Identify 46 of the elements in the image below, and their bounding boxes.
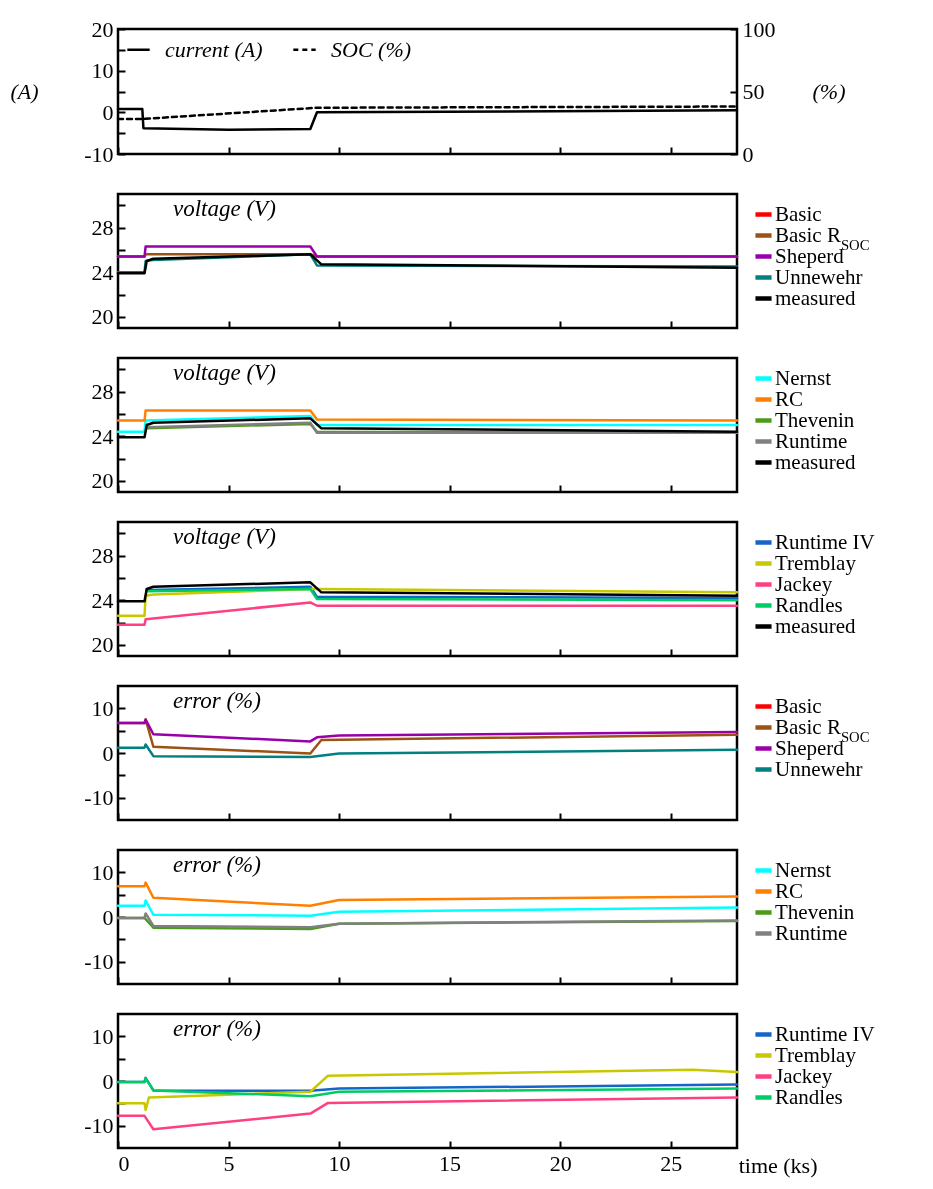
annotation: error (%) bbox=[173, 852, 261, 877]
legend-label: Basic bbox=[775, 693, 822, 718]
y2-tick-label: 50 bbox=[742, 79, 765, 104]
y-tick-label: 10 bbox=[91, 695, 114, 721]
y-tick-label: 0 bbox=[102, 99, 114, 125]
y2-tick-label: 0 bbox=[742, 141, 754, 167]
y-tick-label: 0 bbox=[102, 740, 114, 766]
y-tick-label: 28 bbox=[91, 543, 114, 568]
y-tick-label: 20 bbox=[91, 632, 114, 658]
annotation: error (%) bbox=[173, 688, 261, 713]
legend-label: measured bbox=[775, 613, 856, 638]
x-tick-label: 15 bbox=[439, 1150, 462, 1176]
y-tick-label: 10 bbox=[91, 859, 114, 885]
x-tick-label: 10 bbox=[328, 1150, 351, 1176]
x-tick-label: 5 bbox=[223, 1150, 235, 1176]
legend-label: current (A) bbox=[165, 36, 263, 62]
legend-label: measured bbox=[775, 285, 856, 310]
x-axis-title: time (ks) bbox=[738, 1152, 818, 1178]
y-tick-label: 24 bbox=[91, 259, 114, 285]
y-tick-label: -10 bbox=[84, 1113, 114, 1139]
y-tick-label: -10 bbox=[84, 141, 114, 167]
annotation: voltage (V) bbox=[173, 524, 276, 549]
annotation: voltage (V) bbox=[173, 360, 276, 385]
y-tick-label: 20 bbox=[91, 16, 114, 42]
y-tick-label: -10 bbox=[84, 785, 114, 811]
y-axis-title: (A) bbox=[10, 79, 39, 104]
x-tick-label: 20 bbox=[549, 1150, 572, 1176]
y-tick-label: 28 bbox=[91, 379, 114, 404]
y-tick-label: 24 bbox=[91, 587, 114, 613]
annotation: voltage (V) bbox=[173, 196, 276, 221]
y-tick-label: 20 bbox=[91, 304, 114, 330]
y-tick-label: 0 bbox=[102, 1068, 114, 1094]
y-tick-label: 10 bbox=[91, 58, 114, 84]
x-tick-label: 25 bbox=[660, 1150, 683, 1176]
y-tick-label: 0 bbox=[102, 904, 114, 930]
x-tick-label: 0 bbox=[118, 1150, 130, 1176]
y-tick-label: 10 bbox=[91, 1023, 114, 1049]
y-tick-label: 20 bbox=[91, 468, 114, 494]
y-tick-label: 24 bbox=[91, 423, 114, 449]
y-tick-label: 28 bbox=[91, 215, 114, 240]
legend-label: Basic bbox=[775, 201, 822, 226]
y-tick-label: -10 bbox=[84, 949, 114, 975]
annotation: error (%) bbox=[173, 1016, 261, 1041]
y2-axis-title: (%) bbox=[812, 79, 846, 104]
y2-tick-label: 100 bbox=[742, 16, 776, 42]
legend-label: SOC (%) bbox=[331, 36, 412, 62]
